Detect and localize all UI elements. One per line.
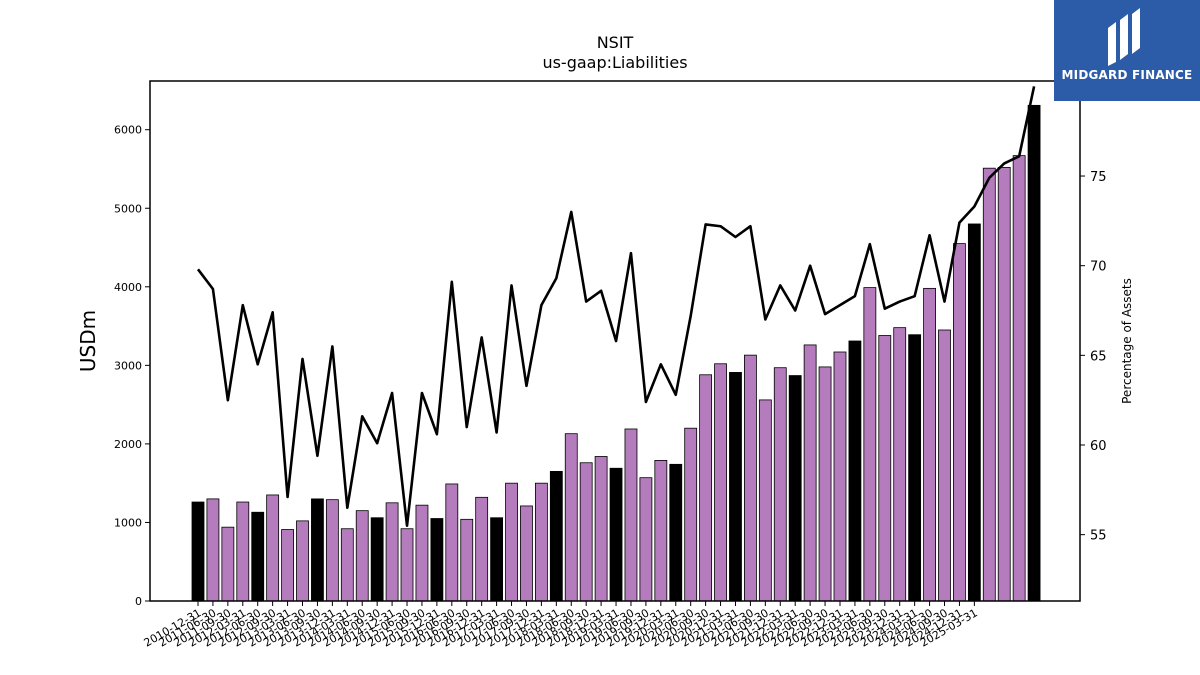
bar xyxy=(564,433,578,602)
bar xyxy=(325,499,339,602)
bar xyxy=(311,498,324,602)
y2-tick-label: 65 xyxy=(1090,349,1107,364)
bar xyxy=(848,340,862,602)
y2-tick-label: 75 xyxy=(1090,170,1107,185)
y-tick-label: 5000 xyxy=(114,202,142,215)
y-tick-label: 4000 xyxy=(114,281,142,294)
y-tick-label: 6000 xyxy=(114,124,142,137)
y2-tick-label: 70 xyxy=(1090,260,1107,275)
bar xyxy=(639,477,653,602)
bar xyxy=(549,470,563,602)
y2-tick-label: 55 xyxy=(1090,529,1107,544)
bar xyxy=(415,504,429,602)
bar xyxy=(803,344,817,602)
brand-logo: MIDGARD FINANCE xyxy=(1054,0,1200,101)
logo-text: MIDGARD FINANCE xyxy=(1061,68,1193,82)
bar xyxy=(385,502,399,602)
bar xyxy=(340,528,354,602)
bar xyxy=(654,459,668,602)
bar xyxy=(818,366,832,602)
bar xyxy=(908,334,922,602)
bar xyxy=(400,528,414,602)
bar xyxy=(534,482,548,602)
bar xyxy=(430,518,444,602)
y-tick-label: 1000 xyxy=(114,516,142,529)
y2-axis-label: Percentage of Assets xyxy=(1120,278,1134,404)
line-layer xyxy=(196,86,1036,527)
bar xyxy=(594,456,608,602)
bar xyxy=(609,467,623,602)
bar xyxy=(266,494,280,602)
y-axis-label: USDm xyxy=(76,310,100,372)
bar xyxy=(445,483,459,602)
y-tick-label: 0 xyxy=(135,595,142,608)
bar xyxy=(251,511,265,602)
bar xyxy=(460,518,474,602)
bar xyxy=(714,363,727,602)
bar xyxy=(191,501,205,602)
bar xyxy=(579,462,593,602)
bar xyxy=(893,327,907,602)
bar xyxy=(505,482,518,602)
bar xyxy=(206,498,220,602)
bar xyxy=(520,505,533,602)
bar xyxy=(221,526,235,602)
bar xyxy=(833,351,847,602)
chart-title: NSIT xyxy=(597,33,634,52)
bar xyxy=(863,287,877,602)
bar xyxy=(475,496,489,602)
plot-frame xyxy=(149,80,1081,602)
bar xyxy=(684,427,698,602)
series-line xyxy=(196,86,1036,527)
bar xyxy=(699,374,713,602)
bar xyxy=(729,372,742,602)
bar xyxy=(1012,155,1026,602)
y2-tick-label: 60 xyxy=(1090,439,1107,454)
bar xyxy=(281,529,294,602)
bar xyxy=(669,463,683,602)
bar xyxy=(938,329,951,602)
chart-subtitle: us-gaap:Liabilities xyxy=(542,53,687,72)
bar xyxy=(296,520,309,602)
midgard-logo-icon xyxy=(1108,8,1140,66)
bar xyxy=(923,287,936,602)
bar xyxy=(370,517,384,602)
bar xyxy=(490,517,504,602)
bar xyxy=(758,399,772,602)
bar xyxy=(953,243,966,602)
bars-layer xyxy=(191,104,1041,602)
bar xyxy=(997,166,1011,602)
bar xyxy=(236,501,250,602)
y-tick-label: 3000 xyxy=(114,359,142,372)
y2-axis: 55 60 65 70 75 xyxy=(1080,170,1107,544)
bar xyxy=(967,223,981,602)
bar xyxy=(624,428,638,602)
y-tick-label: 2000 xyxy=(114,438,142,451)
bar xyxy=(982,167,996,602)
bar xyxy=(773,367,787,602)
bar xyxy=(355,510,369,602)
bar xyxy=(1027,104,1041,602)
x-axis: 2010-12-312011-06-302011-09-302012-03-31… xyxy=(142,601,980,650)
y-axis: 0 1000 2000 3000 4000 5000 6000 xyxy=(114,124,150,608)
bar xyxy=(788,375,802,602)
bar xyxy=(744,354,757,602)
bar xyxy=(878,335,892,602)
